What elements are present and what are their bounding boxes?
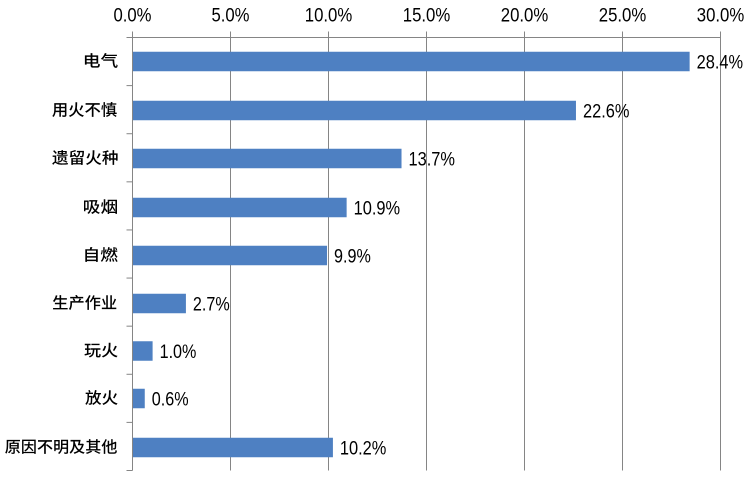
- svg-text:30.0%: 30.0%: [697, 5, 745, 27]
- svg-text:20.0%: 20.0%: [501, 5, 549, 27]
- svg-text:0.6%: 0.6%: [152, 389, 189, 411]
- svg-text:13.7%: 13.7%: [409, 149, 456, 171]
- svg-text:10.0%: 10.0%: [305, 5, 353, 27]
- svg-text:22.6%: 22.6%: [583, 101, 630, 123]
- svg-text:28.4%: 28.4%: [697, 52, 744, 74]
- svg-text:10.9%: 10.9%: [354, 198, 401, 220]
- svg-text:15.0%: 15.0%: [403, 5, 451, 27]
- svg-text:0.0%: 0.0%: [114, 5, 152, 27]
- svg-text:25.0%: 25.0%: [599, 5, 647, 27]
- svg-text:1.0%: 1.0%: [160, 341, 197, 363]
- svg-text:5.0%: 5.0%: [212, 5, 250, 27]
- svg-text:10.2%: 10.2%: [340, 438, 387, 460]
- svg-text:9.9%: 9.9%: [334, 246, 371, 268]
- svg-text:2.7%: 2.7%: [193, 294, 230, 316]
